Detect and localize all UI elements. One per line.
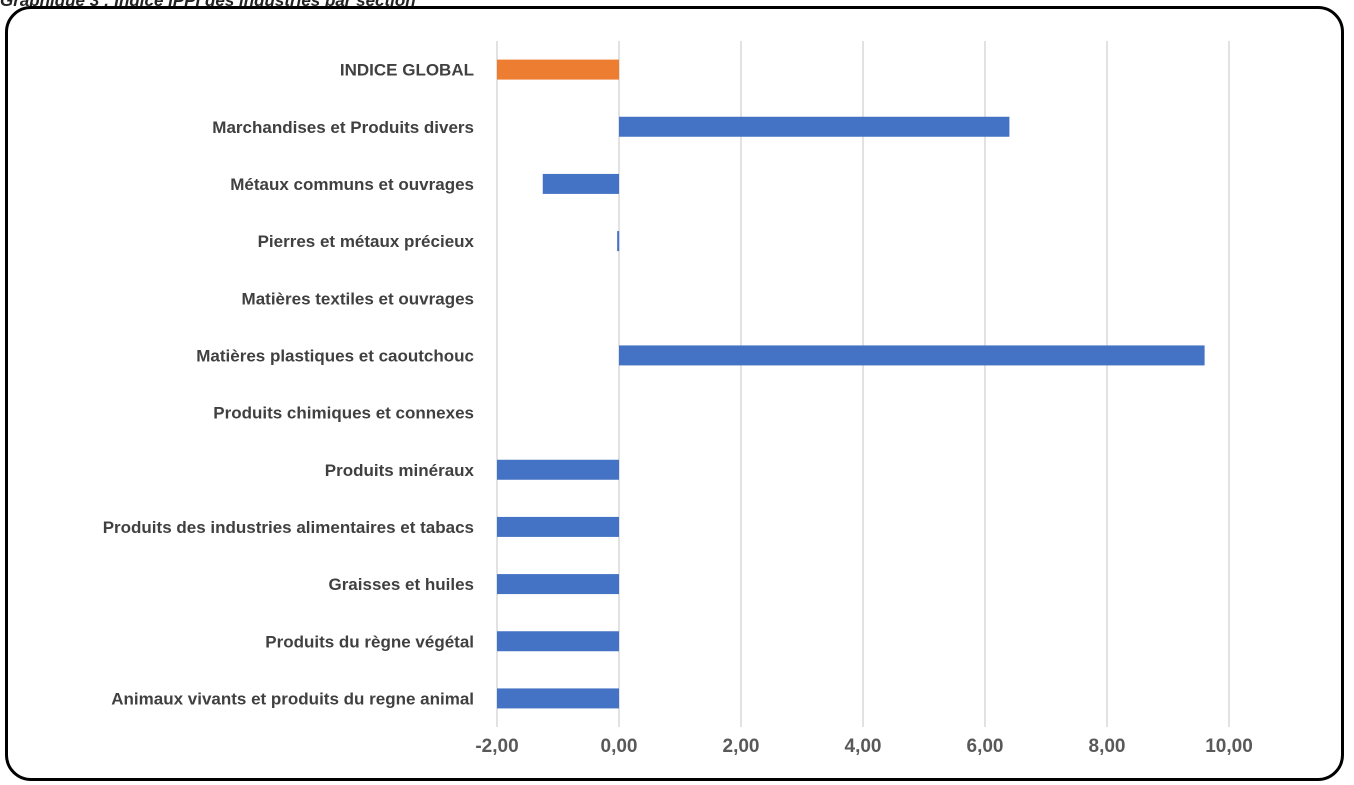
x-tick-label: 0,00 [601,736,638,757]
bar [497,574,619,594]
x-tick-label: 8,00 [1089,736,1126,757]
x-tick-label: 2,00 [723,736,760,757]
category-label: Métaux communs et ouvrages [230,175,474,194]
category-labels: INDICE GLOBAL Marchandises et Produits di… [103,61,475,709]
x-tick-label: 10,00 [1205,736,1253,757]
category-label: Produits chimiques et connexes [213,404,474,423]
category-label: INDICE GLOBAL [340,61,474,80]
bar [619,345,1205,365]
category-label: Produits du règne végétal [265,632,474,651]
category-label: Matières plastiques et caoutchouc [196,346,474,365]
bars [497,60,1205,709]
category-label: Animaux vivants et produits du regne ani… [111,689,474,708]
bar [497,517,619,537]
x-tick-label: 4,00 [845,736,882,757]
bar [497,631,619,651]
x-axis-tick-labels: -2,00 0,00 2,00 4,00 6,00 8,00 10,00 [475,736,1252,757]
x-tick-label: 6,00 [967,736,1004,757]
category-label: Matières textiles et ouvrages [242,289,474,308]
category-label: Pierres et métaux précieux [258,232,475,251]
x-tick-label: -2,00 [475,736,518,757]
bar [619,117,1009,137]
chart-frame: INDICE GLOBAL Marchandises et Produits di… [5,6,1344,781]
bar [543,174,619,194]
category-label: Produits minéraux [325,461,475,480]
bar [497,460,619,480]
bar [617,231,619,251]
category-label: Produits des industries alimentaires et … [103,518,474,537]
bar [497,688,619,708]
grid-lines [497,41,1229,727]
bar-chart: INDICE GLOBAL Marchandises et Produits di… [8,9,1341,778]
category-label: Marchandises et Produits divers [212,118,474,137]
bar [497,60,619,80]
category-label: Graisses et huiles [328,575,474,594]
